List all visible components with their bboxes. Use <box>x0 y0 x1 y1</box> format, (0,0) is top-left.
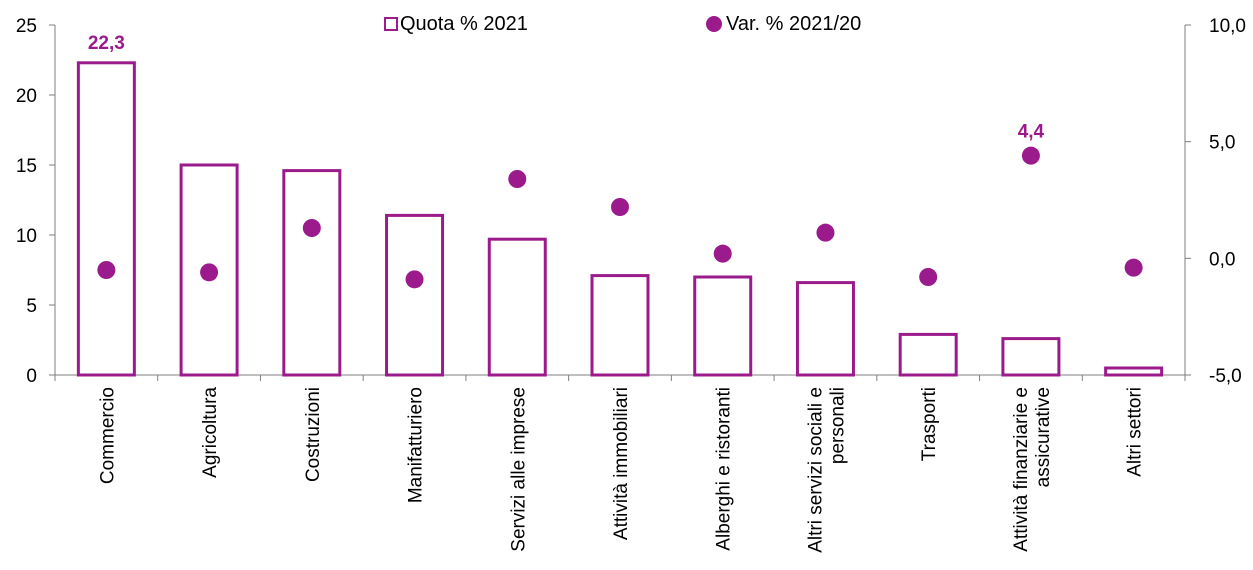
x-tick-label-line: Attività immobiliari <box>611 387 632 540</box>
bar <box>795 281 855 377</box>
x-tick-label: Alberghi e ristoranti <box>714 387 735 551</box>
x-tick-label: Attività finanziarie eassicurative <box>1011 387 1054 552</box>
y-left-tick-label: 15 <box>16 156 37 177</box>
y-right-tick-label: 0,0 <box>1209 249 1235 270</box>
legend-bar-swatch <box>384 17 398 31</box>
bar-series <box>76 61 1164 377</box>
legend-bar-label: Quota % 2021 <box>400 13 528 35</box>
x-axis-labels: Commercio Agricoltura Costruzioni Manifattu… <box>97 387 1145 553</box>
x-tick-label-line: Alberghi e ristoranti <box>714 387 735 551</box>
bar <box>282 169 342 377</box>
bar <box>590 274 650 377</box>
bar <box>1104 366 1164 377</box>
dot <box>919 268 938 286</box>
bar <box>76 61 136 377</box>
legend: Quota % 2021 Var. % 2021/20 <box>384 13 861 35</box>
bar <box>898 332 958 377</box>
x-tick-label-line: Agricoltura <box>200 387 221 478</box>
data-label: 22,3 <box>88 33 125 54</box>
x-tick-label: Servizi alle imprese <box>508 387 529 552</box>
x-tick-label: Commercio <box>97 387 118 484</box>
legend-dot-swatch <box>706 16 722 32</box>
y-left-tick-label: 0 <box>26 366 37 387</box>
y-right-tick-label: 10,0 <box>1209 16 1246 37</box>
bar <box>1001 337 1061 377</box>
dot <box>713 244 732 263</box>
y-left-tick-label: 5 <box>26 296 37 317</box>
x-tick-label-line: Trasporti <box>919 387 940 461</box>
bar <box>693 275 753 377</box>
dot <box>816 223 835 242</box>
x-tick-label-line: assicurative <box>1033 387 1054 487</box>
dot <box>302 219 321 237</box>
dot <box>405 270 424 289</box>
dot <box>611 198 629 216</box>
x-tick-label-line: Manifatturiero <box>406 387 427 503</box>
x-tick-label: Manifatturiero <box>406 387 427 503</box>
x-tick-label-line: Commercio <box>97 387 118 484</box>
y-right-tick-label: -5,0 <box>1209 366 1242 387</box>
x-tick-label-line: personali <box>827 387 848 464</box>
x-tick-label: Costruzioni <box>303 387 324 482</box>
data-labels: 22,3 4,4 <box>88 33 1045 143</box>
axes: 0 5 10 15 20 25 -5,0 0,0 5,0 10,0 <box>16 16 1246 387</box>
data-label: 4,4 <box>1018 122 1045 143</box>
x-tick-label-line: Costruzioni <box>303 387 324 482</box>
bar <box>385 213 445 377</box>
x-tick-label: Trasporti <box>919 387 940 461</box>
dot <box>200 263 219 282</box>
x-tick-label: Agricoltura <box>200 387 221 478</box>
legend-dot-label: Var. % 2021/20 <box>726 13 861 35</box>
dot <box>97 261 116 279</box>
y-left-tick-label: 10 <box>16 226 37 247</box>
x-tick-label: Attività immobiliari <box>611 387 632 540</box>
dot <box>1021 146 1040 165</box>
x-tick-label-line: Servizi alle imprese <box>508 387 529 552</box>
dot-series <box>97 146 1143 289</box>
x-tick-label-line: Altri settori <box>1125 387 1146 477</box>
dot <box>508 170 527 188</box>
x-tick-label: Altri settori <box>1125 387 1146 477</box>
y-left-tick-label: 20 <box>16 86 37 107</box>
y-left-tick-label: 25 <box>16 16 37 37</box>
x-tick-label-line: Altri servizi sociali e <box>805 387 826 553</box>
dot <box>1124 258 1143 277</box>
bar <box>487 237 547 377</box>
x-tick-label-line: Attività finanziarie e <box>1011 387 1032 552</box>
y-right-tick-label: 5,0 <box>1209 133 1235 154</box>
x-tick-label: Altri servizi sociali epersonali <box>805 387 848 553</box>
